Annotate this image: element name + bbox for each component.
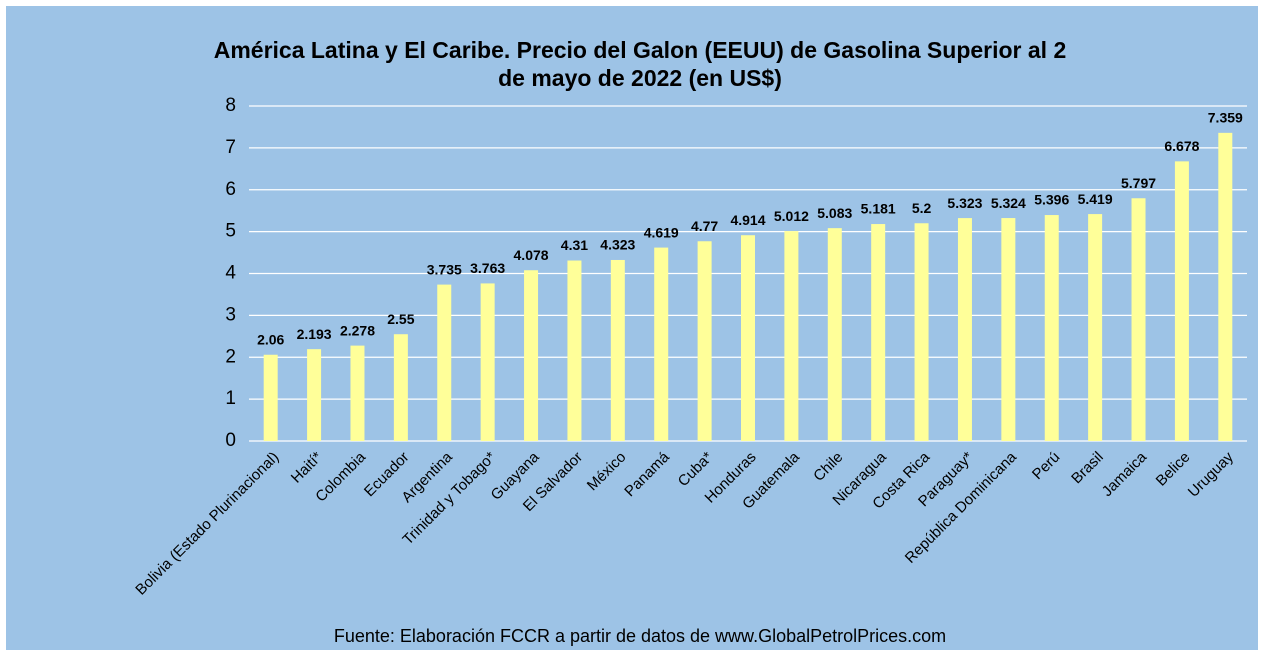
bar [610,259,625,441]
bar [524,270,539,441]
value-label: 4.078 [514,247,549,263]
value-label: 2.278 [340,322,375,338]
chart-title: de mayo de 2022 (en US$) [498,65,782,91]
bar [654,247,669,441]
value-label: 4.914 [730,212,765,228]
bar [1001,218,1016,441]
bar [480,283,495,441]
value-label: 6.678 [1164,138,1199,154]
bar [567,260,582,441]
value-label: 5.419 [1078,191,1113,207]
value-label: 2.06 [257,331,284,347]
y-tick-label: 6 [225,179,236,200]
y-tick-label: 0 [225,430,236,451]
value-label: 5.324 [991,195,1026,211]
value-label: 4.323 [600,237,635,253]
chart-title: América Latina y El Caribe. Precio del G… [214,37,1067,63]
y-tick-label: 7 [225,137,236,158]
y-tick-label: 5 [225,221,236,242]
bar [1044,215,1059,441]
chart-background [6,6,1258,650]
value-label: 3.735 [427,261,462,277]
bar [307,349,322,441]
y-tick-label: 2 [225,346,236,367]
bar [437,284,452,441]
value-label: 7.359 [1208,110,1243,126]
value-label: 5.396 [1034,192,1069,208]
bar [741,235,755,441]
bar [697,241,712,441]
bar [263,354,278,441]
value-label: 4.31 [561,237,588,253]
y-tick-label: 1 [225,388,236,409]
bar [957,218,972,441]
y-tick-label: 3 [225,304,236,325]
bar [1174,161,1189,441]
bar [1218,132,1233,442]
y-tick-label: 4 [225,263,236,284]
value-label: 5.797 [1121,175,1156,191]
bar [914,223,929,441]
bar [350,345,365,441]
value-label: 5.2 [912,200,932,216]
bar [784,231,799,441]
bar [871,224,886,441]
value-label: 2.55 [387,311,414,327]
value-label: 5.012 [774,208,809,224]
value-label: 4.77 [691,218,718,234]
value-label: 5.083 [817,205,852,221]
y-tick-label: 8 [225,95,236,116]
value-label: 2.193 [297,326,332,342]
value-label: 4.619 [644,224,679,240]
bar [1131,198,1146,441]
bar [827,228,842,441]
value-label: 5.323 [947,195,982,211]
bar [1088,214,1103,441]
value-label: 5.181 [861,201,896,217]
value-label: 3.763 [470,260,505,276]
source-note: Fuente: Elaboración FCCR a partir de dat… [334,626,946,646]
bar [393,334,408,441]
